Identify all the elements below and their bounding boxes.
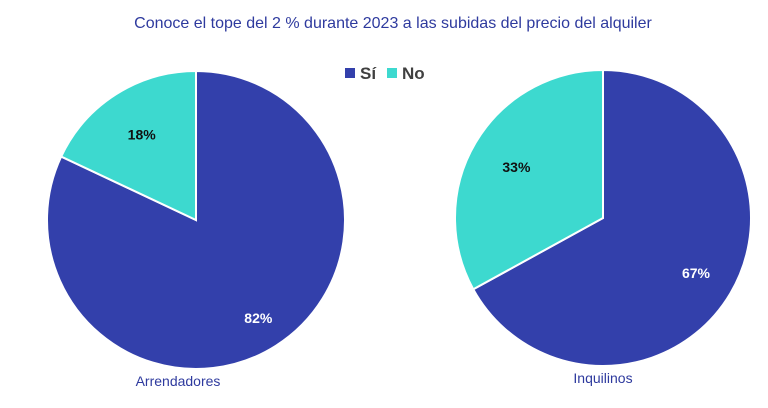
chart-title: Conoce el tope del 2 % durante 2023 a la…	[134, 15, 652, 32]
data-label-inquilinos-no: 33%	[502, 159, 531, 175]
data-label-arrendadores-no: 18%	[128, 127, 157, 143]
legend-label-no: No	[402, 64, 425, 83]
category-label-inquilinos: Inquilinos	[573, 370, 632, 386]
category-label-arrendadores: Arrendadores	[136, 373, 221, 389]
legend-swatch-no	[387, 68, 397, 78]
legend-label-si: Sí	[360, 64, 377, 83]
data-label-arrendadores-si: 82%	[244, 310, 273, 326]
data-label-inquilinos-si: 67%	[682, 265, 711, 281]
pie-slice-inquilinos-no	[454, 68, 604, 291]
pie-slice-inquilinos-si	[471, 68, 752, 367]
pie-slice-arrendadores-no	[59, 69, 197, 222]
legend-swatch-si	[345, 68, 355, 78]
legend: Sí No	[345, 64, 425, 83]
pies-group: 82% 18% Arrendadores 67% 33% Inquilinos	[46, 68, 752, 389]
